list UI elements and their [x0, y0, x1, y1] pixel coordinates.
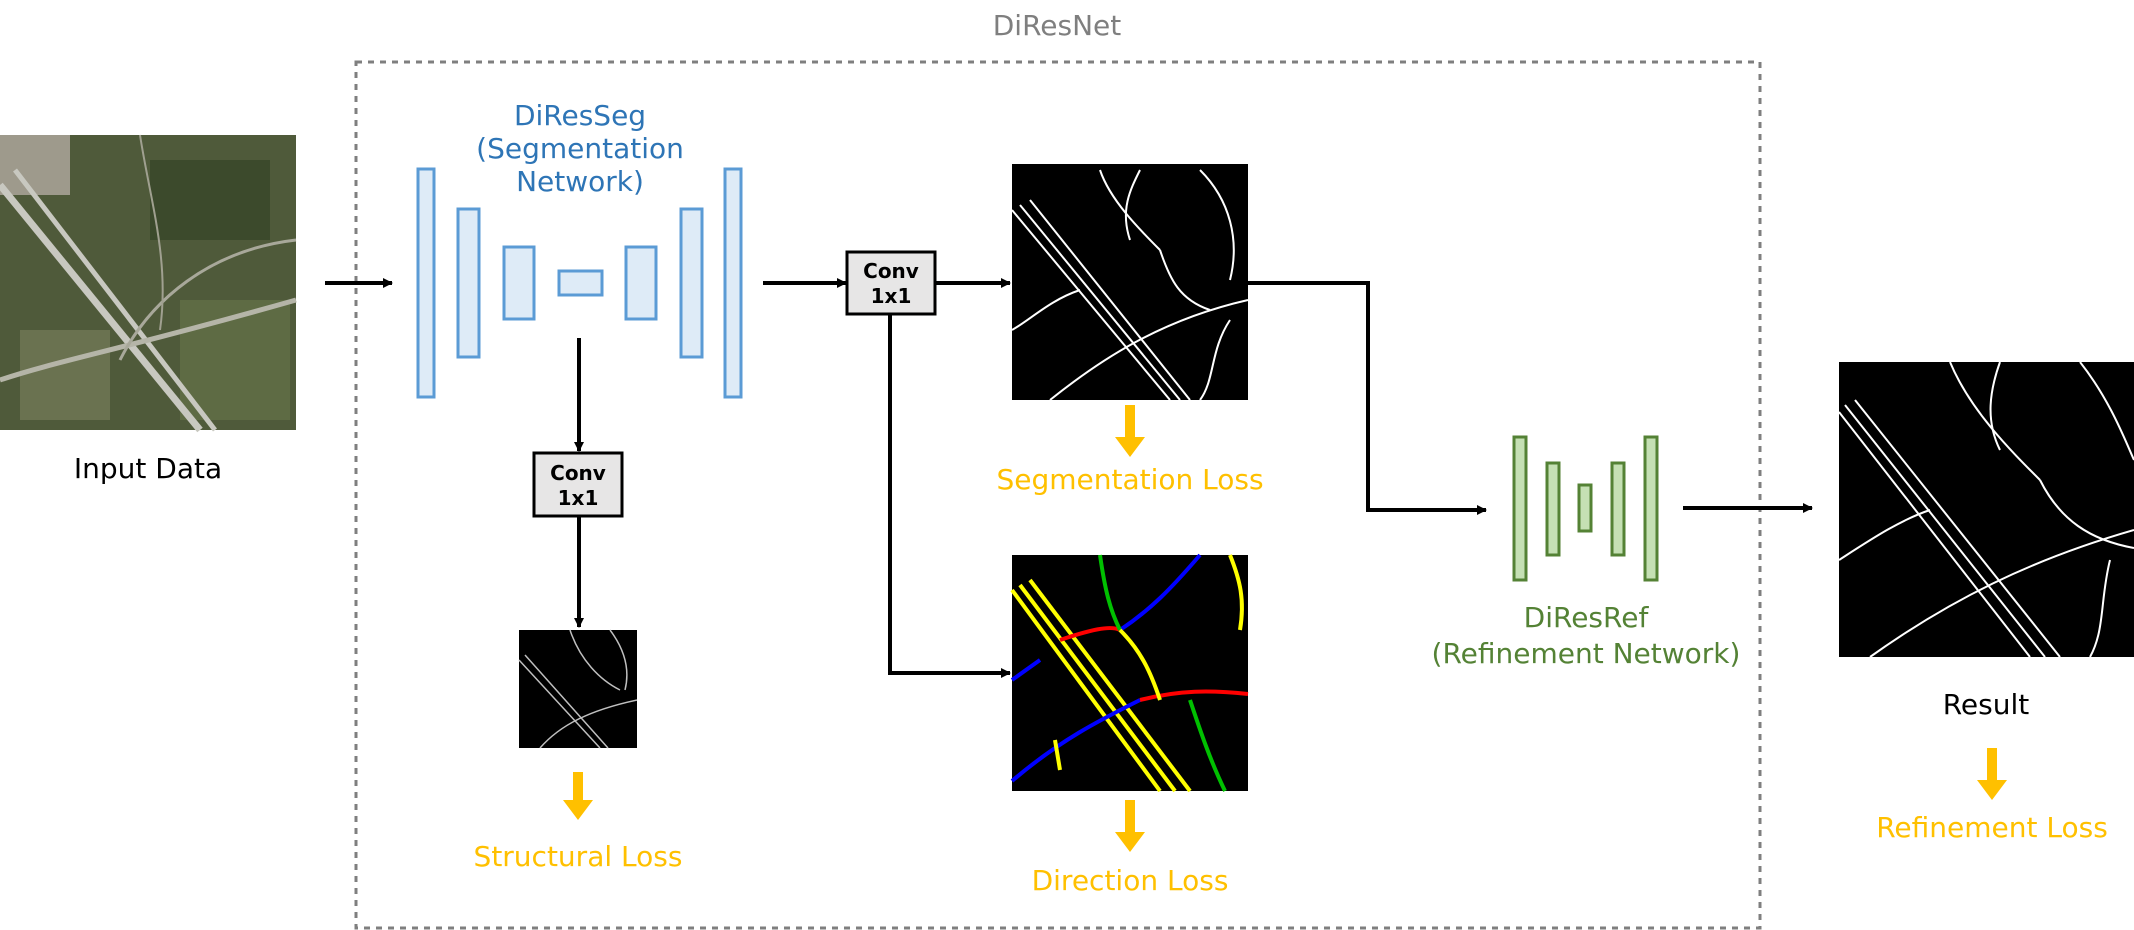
- refinement-loss-arrow: [1977, 748, 2007, 800]
- direction-output-map: [1010, 553, 1249, 793]
- result-label: Result: [1943, 688, 2030, 721]
- conv-block-aux: Conv 1x1: [532, 451, 624, 518]
- ref-block-1: [1512, 435, 1528, 582]
- segmentation-loss-arrow: [1115, 405, 1145, 457]
- segmentation-loss-label: Segmentation Loss: [996, 463, 1263, 496]
- conv-block-aux-line2: 1x1: [558, 486, 599, 510]
- seg-network-name: DiResSeg: [514, 99, 646, 132]
- seg-block-5: [624, 245, 658, 321]
- input-aerial-image: [0, 134, 297, 433]
- seg-block-1: [416, 167, 436, 399]
- conv-block-main-line2: 1x1: [871, 284, 912, 308]
- seg-block-4: [557, 269, 604, 297]
- refinement-loss-label: Refinement Loss: [1876, 811, 2108, 844]
- diagram-title: DiResNet: [993, 9, 1122, 42]
- ref-block-3: [1577, 483, 1593, 533]
- ref-block-5: [1643, 435, 1659, 582]
- arrow-conv-to-direction-output: [888, 314, 1011, 678]
- direction-loss-arrow: [1115, 800, 1145, 852]
- seg-block-6: [679, 207, 704, 359]
- ref-block-2: [1545, 461, 1561, 557]
- input-data-label: Input Data: [74, 452, 222, 485]
- seg-block-3: [502, 245, 536, 321]
- conv-block-main: Conv 1x1: [845, 250, 937, 316]
- arrow-seg-output-to-ref: [1248, 281, 1487, 515]
- direction-loss-label: Direction Loss: [1032, 864, 1229, 897]
- ref-network-name: DiResRef: [1524, 601, 1650, 634]
- diresnet-frame: [354, 60, 1762, 930]
- seg-network-subtitle-2: Network): [516, 165, 644, 198]
- conv-block-main-line1: Conv: [863, 259, 919, 283]
- structural-loss-arrow: [563, 772, 593, 820]
- segmentation-output-map: [1011, 164, 1249, 401]
- seg-network-subtitle-1: (Segmentation: [476, 132, 684, 165]
- conv-block-aux-line1: Conv: [550, 461, 606, 485]
- seg-block-7: [723, 167, 743, 399]
- structural-loss-label: Structural Loss: [474, 840, 683, 873]
- result-map: [1838, 361, 2134, 658]
- seg-block-2: [456, 207, 481, 359]
- ref-network-blocks: [1512, 435, 1659, 582]
- structural-output-map: [518, 629, 638, 749]
- ref-block-4: [1610, 461, 1626, 557]
- seg-network-blocks: [416, 167, 743, 399]
- ref-network-subtitle: (Refinement Network): [1432, 637, 1741, 670]
